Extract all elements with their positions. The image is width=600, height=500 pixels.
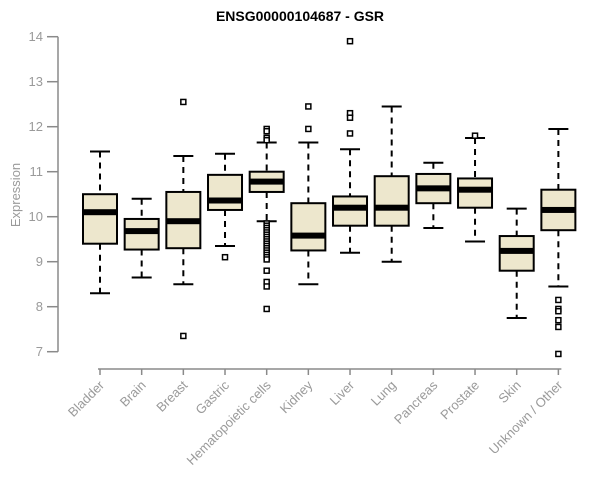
median-bar: [249, 178, 284, 185]
median-bar: [83, 209, 117, 216]
y-tick-label: 7: [36, 344, 43, 359]
x-tick-label: Breast: [153, 377, 190, 414]
y-tick-label: 9: [36, 254, 43, 269]
x-tick-label: Kidney: [277, 377, 316, 416]
y-tick-label: 10: [29, 209, 43, 224]
outlier-point: [305, 103, 312, 110]
outlier-point: [346, 114, 354, 121]
median-bar: [208, 197, 243, 204]
box-kidney: [290, 103, 327, 286]
iqr-box: [373, 175, 410, 227]
iqr-box: [290, 202, 327, 252]
box-breast: [165, 98, 202, 340]
y-tick-label: 11: [30, 164, 44, 179]
outlier-point: [555, 307, 562, 315]
outlier-point: [305, 125, 312, 133]
outlier-point: [346, 37, 354, 45]
outlier-point: [263, 305, 270, 313]
outlier-point: [180, 98, 187, 106]
outlier-point: [263, 136, 270, 144]
iqr-box: [457, 177, 494, 209]
outlier-point: [180, 332, 187, 340]
outlier-point: [263, 283, 270, 290]
box-liver: [332, 37, 369, 254]
median-bar: [333, 204, 368, 211]
box-gastric: [207, 152, 244, 261]
iqr-box: [123, 217, 160, 251]
box-prostate: [457, 132, 494, 243]
outlier-point: [555, 296, 562, 304]
x-tick-label: Brain: [117, 378, 149, 410]
outlier-point: [346, 130, 354, 137]
median-bar: [124, 228, 159, 235]
outlier-point: [471, 132, 479, 139]
box-hematopoietic-cells: [248, 125, 285, 313]
box-pancreas: [415, 161, 452, 229]
median-bar: [541, 206, 576, 213]
outlier-point: [263, 256, 270, 263]
median-bar: [166, 218, 201, 225]
y-axis: 7 8 9 10 11 12 13 14: [29, 29, 59, 359]
median-bar: [374, 204, 409, 211]
x-tick-label: Skin: [495, 378, 523, 406]
iqr-box: [207, 173, 244, 211]
x-tick-label: Unknown / Other: [486, 377, 566, 457]
median-bar: [458, 186, 493, 193]
y-tick-label: 12: [29, 119, 43, 134]
outlier-point: [555, 350, 562, 358]
box-skin: [498, 207, 535, 319]
y-tick-label: 13: [29, 74, 43, 89]
median-bar: [499, 247, 534, 254]
iqr-box: [332, 195, 369, 227]
outlier-point: [263, 267, 270, 274]
outlier-point: [263, 127, 270, 135]
outlier-point: [221, 253, 229, 261]
x-tick-label: Liver: [327, 377, 358, 408]
box-unknown-other: [540, 127, 577, 358]
x-tick-label: Prostate: [437, 378, 482, 423]
box-lung: [373, 105, 410, 263]
x-tick-label: Lung: [368, 378, 399, 409]
median-bar: [416, 185, 451, 192]
median-bar: [291, 232, 326, 239]
chart-title: ENSG00000104687 - GSR: [215, 8, 385, 24]
box-brain: [123, 197, 160, 279]
x-tick-label: Bladder: [65, 377, 108, 420]
outlier-point: [555, 316, 562, 324]
y-tick-label: 8: [36, 299, 43, 314]
x-tick-label: Pancreas: [391, 377, 441, 427]
iqr-box: [82, 193, 118, 245]
outlier-point: [555, 323, 562, 331]
box-bladder: [82, 150, 118, 295]
x-tick-label: Gastric: [192, 377, 232, 417]
y-tick-label: 14: [29, 29, 43, 44]
